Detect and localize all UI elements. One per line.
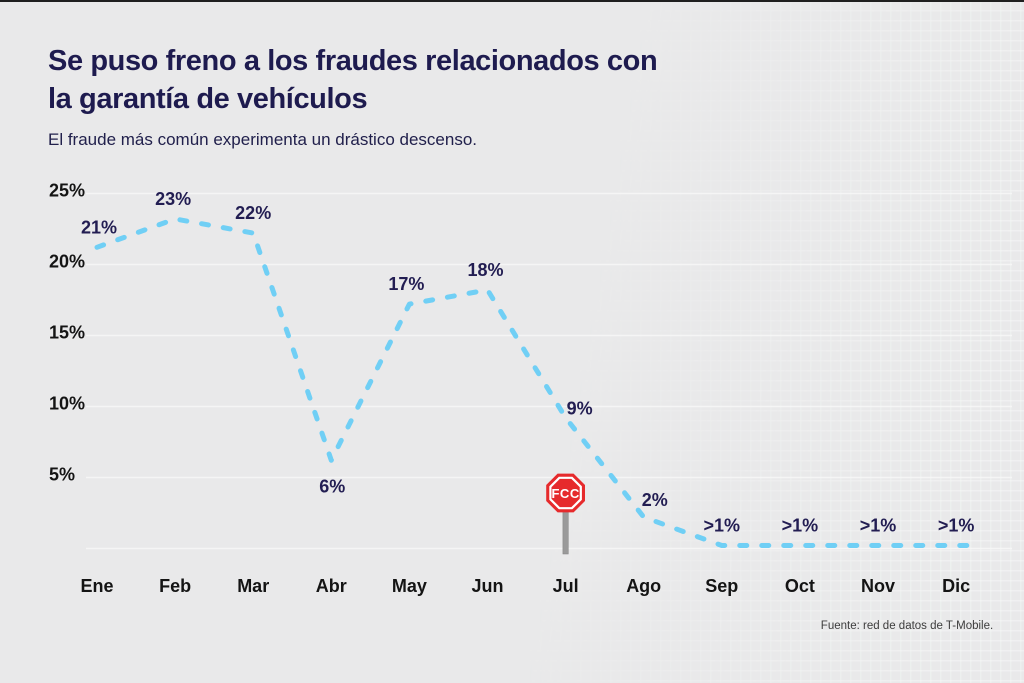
data-point-label: >1% — [782, 516, 819, 536]
data-point-label: 9% — [567, 399, 593, 419]
data-point-label: 22% — [235, 203, 271, 223]
chart-title: Se puso freno a los fraudes relacionados… — [48, 42, 808, 118]
chart-title-line1: Se puso freno a los fraudes relacionados… — [48, 45, 658, 77]
fcc-label: FCC — [551, 486, 579, 501]
data-point-label: >1% — [860, 516, 897, 536]
y-axis-tick-label: 10% — [49, 394, 85, 414]
y-axis-tick-label: 25% — [49, 181, 85, 201]
data-point-label: >1% — [938, 516, 975, 536]
data-point-label: 6% — [319, 476, 345, 496]
top-border — [0, 0, 1024, 2]
x-axis-month-label: Nov — [861, 576, 895, 596]
y-axis-tick-label: 15% — [49, 323, 85, 343]
header: Se puso freno a los fraudes relacionados… — [48, 42, 808, 150]
y-axis-tick-label: 20% — [49, 252, 85, 272]
data-point-label: >1% — [704, 516, 741, 536]
source-note: Fuente: red de datos de T-Mobile. — [821, 620, 993, 632]
x-axis-month-label: Mar — [237, 576, 269, 596]
stop-sign-octagon — [546, 473, 585, 513]
x-axis-month-label: May — [392, 576, 427, 596]
x-axis-month-label: Sep — [705, 576, 738, 596]
x-axis-month-label: Dic — [942, 576, 970, 596]
x-axis-month-label: Ene — [80, 576, 113, 596]
x-axis-month-label: Oct — [785, 576, 815, 596]
data-point-label: 2% — [642, 490, 668, 510]
chart-title-line2: la garantía de vehículos — [48, 83, 368, 115]
stop-sign-inner-border — [549, 476, 582, 510]
x-axis-month-label: Jun — [471, 576, 503, 596]
stop-sign-pole — [562, 509, 569, 555]
data-point-label: 21% — [81, 217, 117, 237]
x-axis-month-label: Jul — [553, 576, 579, 596]
data-point-label: 18% — [467, 260, 503, 280]
x-axis-month-label: Ago — [626, 576, 661, 596]
x-axis-month-label: Feb — [159, 576, 191, 596]
y-axis-tick-label: 5% — [49, 465, 75, 485]
data-point-label: 23% — [155, 189, 191, 209]
data-line — [94, 216, 975, 548]
x-axis-month-label: Abr — [316, 576, 347, 596]
chart-subtitle: El fraude más común experimenta un drást… — [48, 130, 478, 149]
data-point-label: 17% — [388, 274, 424, 294]
